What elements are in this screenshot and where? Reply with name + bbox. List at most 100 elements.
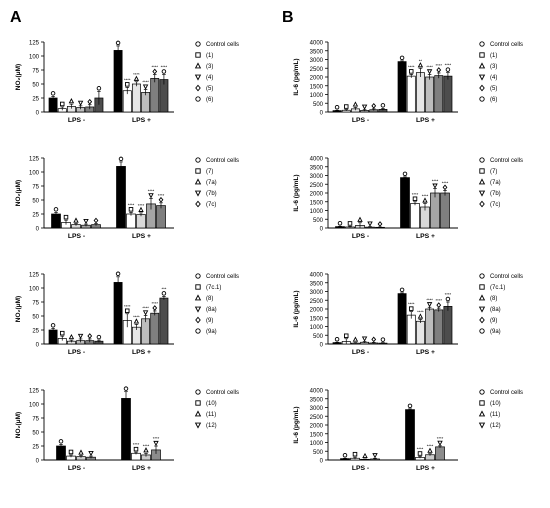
y-tick-label: 1500: [310, 84, 324, 90]
legend-marker: [479, 96, 485, 102]
data-point-marker: [380, 103, 386, 108]
data-point-marker: [152, 68, 158, 75]
legend-marker: [194, 74, 202, 81]
y-tick-label: 2500: [310, 67, 324, 73]
legend-label: Control cells: [206, 42, 239, 48]
data-point-marker: [361, 336, 368, 342]
significance-label: ****: [417, 310, 424, 315]
x-group-label: LPS -: [68, 117, 85, 124]
legend-marker: [195, 52, 201, 58]
legend-label: (8a): [490, 307, 501, 313]
significance-label: ****: [128, 202, 135, 207]
chart-b-1: 0 500 1000 1500 2000 2500 3000 3500 4000 IL-6 (pg…: [293, 41, 523, 125]
x-group-label: LPS -: [352, 465, 369, 472]
significance-label: ***: [161, 286, 166, 291]
data-point-marker: [50, 323, 56, 328]
x-group-label: LPS -: [352, 233, 369, 240]
data-point-marker: [68, 449, 74, 455]
legend-marker: [479, 41, 485, 47]
y-tick-label: 1000: [310, 209, 324, 215]
significance-label: ****: [408, 64, 415, 69]
y-tick-label: 3500: [310, 165, 324, 171]
bar: [48, 329, 58, 345]
data-point-marker: [417, 62, 424, 68]
legend-marker: [195, 400, 201, 406]
y-tick-label: 25: [32, 329, 39, 335]
data-point-marker: [402, 171, 408, 177]
y-tick-label: 2000: [310, 308, 324, 314]
bar: [131, 83, 141, 113]
legend-marker: [195, 389, 201, 395]
y-axis-label: NO₂(μM): [15, 64, 22, 90]
y-tick-label: 75: [32, 69, 39, 75]
data-point-marker: [436, 67, 442, 73]
panel-label-a: A: [10, 9, 22, 26]
significance-label: ****: [417, 447, 424, 452]
data-point-marker: [344, 104, 349, 109]
bar: [156, 205, 166, 229]
x-group-label: LPS +: [132, 349, 151, 356]
data-point-marker: [371, 102, 377, 109]
y-axis-label: NO₂(μM): [15, 296, 22, 322]
legend-label: (8): [490, 296, 497, 302]
y-tick-label: 1000: [310, 325, 324, 331]
bar: [415, 72, 425, 113]
chart-b-4: 0 500 1000 1500 2000 2500 3000 3500 4000 IL-6 (pg…: [293, 389, 523, 473]
significance-label: ****: [432, 179, 439, 184]
y-tick-label: 1000: [310, 441, 324, 447]
data-point-marker: [60, 330, 65, 336]
significance-label: ****: [148, 188, 155, 193]
y-tick-label: 0: [320, 343, 324, 349]
legend-marker: [194, 190, 202, 197]
bar: [150, 78, 160, 113]
significance-label: ****: [151, 64, 158, 69]
data-point-marker: [93, 217, 99, 224]
y-axis-label: NO₂(μM): [15, 180, 22, 206]
bar: [113, 282, 123, 345]
y-tick-label: 25: [32, 97, 39, 103]
bar: [434, 309, 444, 345]
y-tick-label: 125: [29, 157, 40, 163]
x-group-label: LPS +: [416, 233, 435, 240]
data-point-marker: [115, 40, 121, 46]
legend-label: (7a): [206, 180, 217, 186]
legend-label: (9a): [206, 329, 217, 335]
data-point-marker: [118, 156, 124, 162]
significance-label: ****: [124, 304, 131, 309]
legend-marker: [479, 316, 485, 324]
x-group-label: LPS -: [68, 233, 85, 240]
bar: [397, 293, 407, 345]
legend-label: (4): [490, 75, 497, 81]
data-point-marker: [352, 336, 359, 342]
data-point-marker: [372, 453, 378, 459]
y-tick-label: 500: [313, 102, 324, 108]
legend-marker: [479, 168, 485, 174]
y-axis-label: IL-6 (pg/mL): [293, 406, 300, 443]
data-point-marker: [124, 82, 130, 87]
x-group-label: LPS +: [416, 465, 435, 472]
y-tick-label: 100: [29, 55, 40, 61]
legend-label: (7b): [490, 191, 501, 197]
y-axis-label: NO₂(μM): [15, 412, 22, 438]
data-point-marker: [399, 287, 405, 293]
bar: [443, 75, 453, 113]
data-point-marker: [50, 91, 56, 96]
legend-label: (11): [490, 412, 500, 418]
bar: [443, 306, 453, 345]
data-point-marker: [377, 221, 383, 227]
y-tick-label: 2500: [310, 415, 324, 421]
y-tick-label: 1500: [310, 200, 324, 206]
data-point-marker: [152, 305, 158, 311]
data-point-marker: [361, 104, 368, 110]
data-point-marker: [417, 451, 423, 456]
legend-label: (8a): [206, 307, 217, 313]
data-point-marker: [153, 440, 159, 447]
legend-label: (6): [206, 97, 213, 103]
y-tick-label: 3500: [310, 281, 324, 287]
y-tick-label: 3000: [310, 406, 324, 412]
significance-label: ****: [412, 192, 419, 197]
y-tick-label: 0: [320, 111, 324, 117]
